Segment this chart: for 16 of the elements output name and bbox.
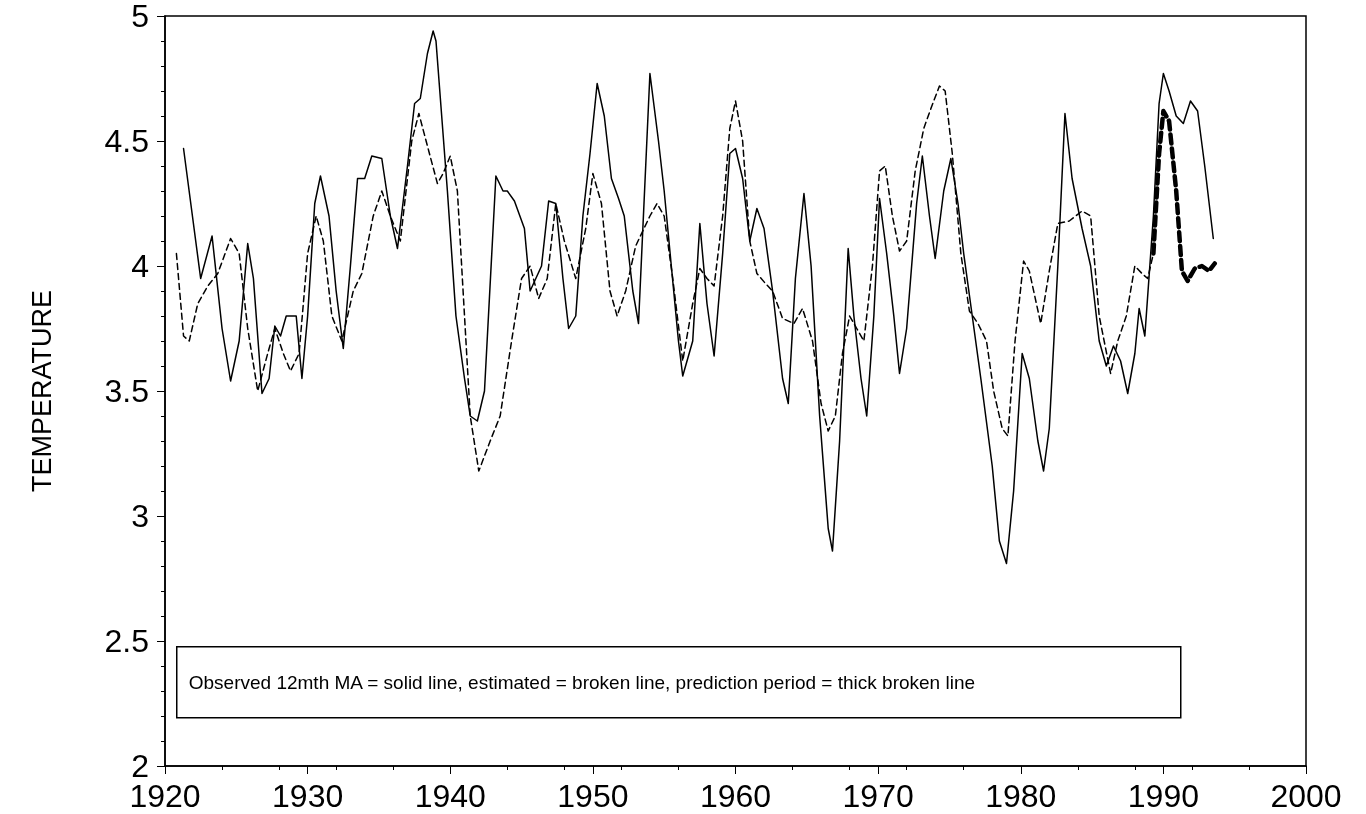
y-tick-label: 4.5 bbox=[104, 123, 149, 159]
x-tick-label: 1950 bbox=[557, 778, 629, 814]
y-axis-title: TEMPERATURE bbox=[26, 289, 57, 493]
x-tick-label: 1940 bbox=[414, 778, 486, 814]
y-tick-label: 3.5 bbox=[104, 373, 149, 409]
x-tick-label: 1960 bbox=[699, 778, 772, 814]
y-tick-label: 5 bbox=[131, 0, 149, 34]
x-tick-label: 1980 bbox=[985, 778, 1057, 814]
y-tick-label: 4 bbox=[131, 248, 149, 284]
x-tick-label: 2000 bbox=[1270, 778, 1342, 814]
x-tick-label: 1990 bbox=[1127, 778, 1199, 814]
y-tick-label: 2.5 bbox=[104, 623, 149, 659]
x-tick-label: 1970 bbox=[842, 778, 914, 814]
x-tick-label: 1930 bbox=[272, 778, 344, 814]
y-tick-label: 3 bbox=[131, 498, 149, 534]
annotation: Observed 12mth MA = solid line, estimated = broken line, prediction period = thick broken line bbox=[188, 671, 976, 693]
